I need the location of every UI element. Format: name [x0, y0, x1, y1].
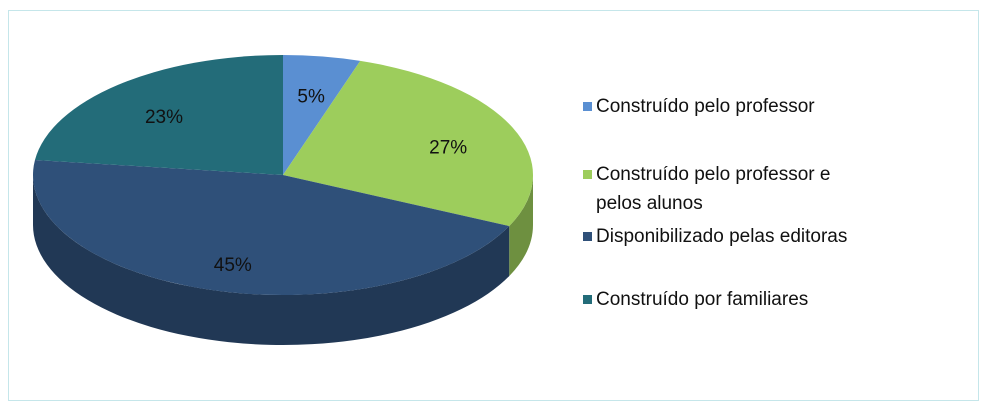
- legend-item: Construído pelo professor e pelos alunos: [583, 160, 871, 218]
- data-label: 23%: [145, 107, 183, 128]
- data-label: 27%: [429, 138, 467, 159]
- legend-label: Disponibilizado pelas editoras: [596, 226, 848, 247]
- slice-side: [33, 175, 510, 345]
- legend-label: Construído pelo professor: [596, 96, 815, 117]
- legend-item: Construído pelo professor: [583, 92, 871, 121]
- data-label: 45%: [214, 255, 252, 276]
- legend-swatch: [583, 102, 592, 111]
- legend-item: Construído por familiares: [583, 285, 871, 314]
- data-label: 5%: [297, 87, 325, 108]
- legend-swatch: [583, 232, 592, 241]
- legend-swatch: [583, 170, 592, 179]
- slice: [283, 55, 361, 175]
- legend-label: Construído pelo professor e pelos alunos: [596, 164, 831, 214]
- slice: [283, 60, 533, 227]
- frame: [8, 10, 979, 401]
- slice-side: [509, 175, 533, 277]
- legend-swatch: [583, 295, 592, 304]
- legend-label: Construído por familiares: [596, 289, 809, 310]
- legend-item: Disponibilizado pelas editoras: [583, 222, 871, 251]
- slice: [34, 55, 283, 175]
- slice: [32, 159, 510, 295]
